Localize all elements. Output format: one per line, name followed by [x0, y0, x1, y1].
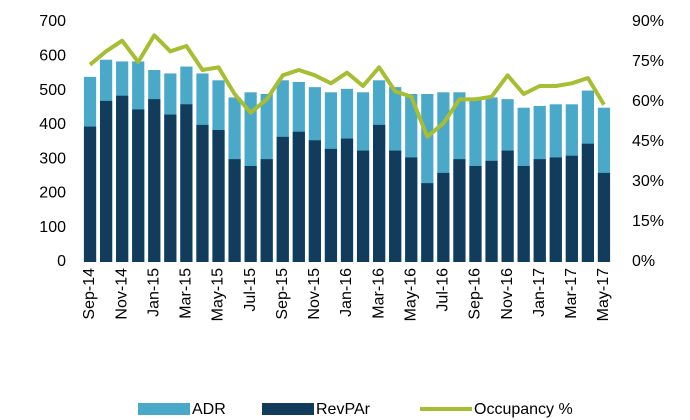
bar	[373, 124, 386, 262]
y2-tick-label: 0%	[632, 253, 655, 270]
bar	[196, 124, 209, 262]
bar	[517, 166, 530, 262]
bar	[292, 131, 305, 262]
x-tick-label: Jul-15	[242, 268, 259, 312]
x-tick-label: Jan-15	[145, 268, 162, 317]
bar	[132, 109, 145, 262]
y2-tick-label: 15%	[632, 213, 664, 230]
y2-tick-label: 90%	[632, 13, 664, 30]
x-tick-label: Nov-16	[499, 268, 516, 320]
x-tick-label: Mar-17	[563, 268, 580, 319]
bar	[164, 114, 177, 262]
bar	[501, 150, 514, 262]
y2-tick-label: 75%	[632, 53, 664, 70]
x-tick-label: Sep-15	[274, 268, 291, 320]
x-tick-label: Jan-17	[531, 268, 548, 317]
legend-label: ADR	[192, 401, 226, 418]
bar	[99, 100, 113, 262]
bar	[597, 172, 611, 262]
bar	[83, 126, 97, 262]
bar	[340, 138, 354, 262]
bar	[116, 95, 129, 262]
bar	[453, 159, 466, 262]
y2-tick-label: 60%	[632, 93, 664, 110]
x-tick-label: May-15	[210, 268, 227, 321]
bar	[581, 143, 595, 262]
bar	[324, 148, 338, 262]
x-tick-label: Nov-15	[306, 268, 323, 320]
bar	[180, 104, 193, 263]
line	[88, 33, 606, 139]
y-tick-label: 200	[39, 185, 66, 202]
x-tick-label: Jul-16	[435, 268, 452, 312]
legend-label: RevPAr	[316, 401, 371, 418]
y-tick-label: 500	[39, 82, 66, 99]
bar	[276, 136, 289, 262]
bar	[260, 159, 273, 262]
bar	[565, 155, 578, 262]
x-tick-label: Sep-16	[467, 268, 484, 320]
x-tick-label: May-16	[402, 268, 419, 321]
bar	[212, 130, 225, 262]
x-tick-label: Nov-14	[113, 268, 130, 320]
bar	[308, 140, 321, 262]
bar	[405, 157, 418, 262]
y2-tick-label: 30%	[632, 173, 664, 190]
bar	[389, 150, 402, 262]
y-tick-label: 600	[39, 48, 66, 65]
bar	[437, 172, 450, 262]
x-tick-label: May-17	[595, 268, 612, 321]
x-tick-label: Jan-16	[338, 268, 355, 317]
bar	[228, 159, 241, 262]
y-tick-label: 0	[57, 253, 66, 270]
y-tick-label: 100	[39, 219, 66, 236]
bar	[244, 166, 257, 262]
x-tick-label: Sep-14	[81, 268, 98, 320]
y-tick-label: 300	[39, 150, 66, 167]
y2-tick-label: 45%	[632, 133, 664, 150]
legend-label: Occupancy %	[474, 401, 573, 418]
bar	[549, 157, 562, 262]
bar	[148, 99, 161, 263]
x-tick-label: Mar-16	[370, 268, 387, 319]
bar	[533, 159, 546, 262]
bar	[356, 150, 370, 262]
y-tick-label: 700	[39, 13, 66, 30]
x-tick-label: Mar-15	[178, 268, 195, 319]
legend-swatch	[262, 403, 314, 415]
bar	[485, 160, 498, 262]
bar	[469, 166, 482, 262]
legend-swatch	[138, 403, 190, 415]
y-tick-label: 400	[39, 116, 66, 133]
bar	[421, 183, 434, 262]
